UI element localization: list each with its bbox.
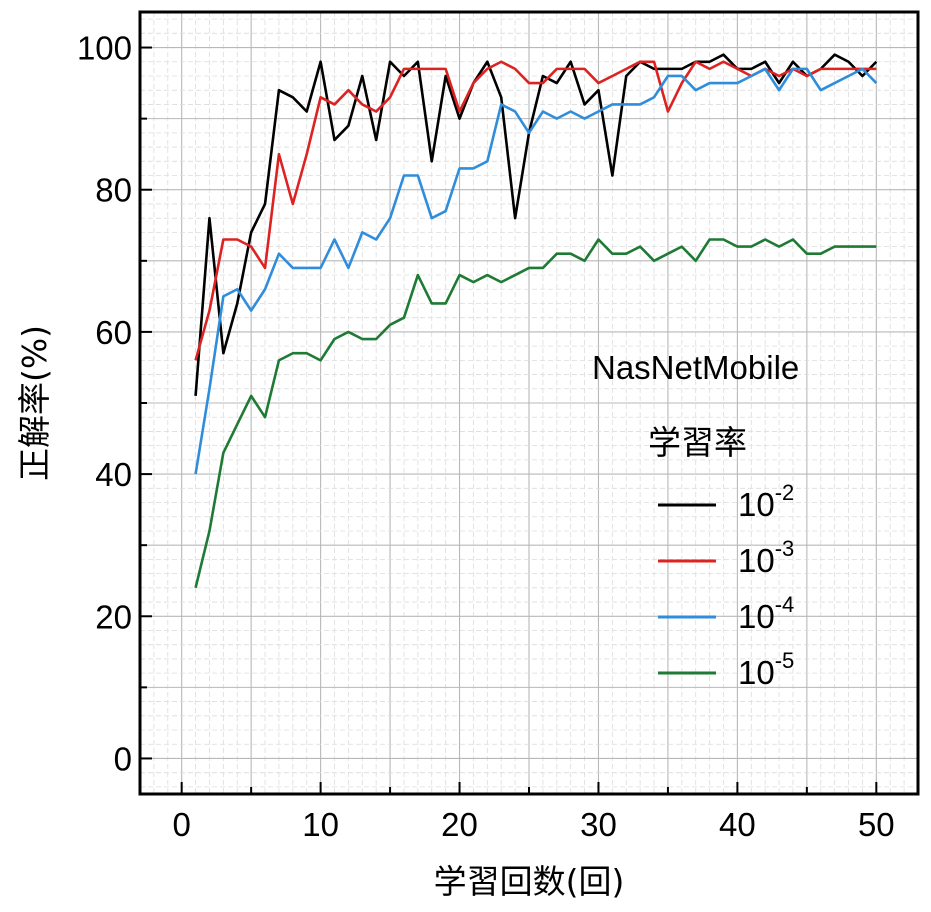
series-layer	[194, 53, 878, 589]
x-axis-title: 学習回数(回)	[434, 862, 625, 901]
y-tick-label: 80	[95, 172, 132, 209]
x-tick-label: 0	[172, 806, 190, 843]
y-tick-label: 0	[114, 740, 132, 777]
legend-exponent-2: -3	[775, 536, 795, 561]
legend-exponent-3: -4	[775, 592, 795, 617]
y-axis-title: 正解率(%)	[15, 325, 54, 481]
y-tick-label: 20	[95, 598, 132, 635]
series-line-1	[194, 53, 878, 396]
grid	[140, 12, 918, 794]
model-annotation: NasNetMobile	[592, 349, 799, 386]
legend-label-1: 10-2	[738, 480, 794, 523]
legend-exponent-4: -5	[775, 648, 795, 673]
x-tick-label: 50	[858, 806, 895, 843]
series-line-3	[194, 67, 878, 475]
x-tick-label: 20	[441, 806, 478, 843]
legend-exponent-1: -2	[775, 480, 795, 505]
legend-title: 学習率	[648, 423, 747, 462]
y-tick-label: 40	[95, 456, 132, 493]
y-tick-label: 60	[95, 314, 132, 351]
x-tick-label: 10	[302, 806, 339, 843]
tick-labels: 0 10 20 30 40 50 0 20 40 60 80 100	[77, 30, 895, 843]
x-tick-label: 30	[580, 806, 617, 843]
series-line-4	[194, 238, 877, 589]
y-tick-label: 100	[77, 30, 132, 67]
x-tick-label: 40	[719, 806, 756, 843]
ticks	[140, 46, 878, 794]
